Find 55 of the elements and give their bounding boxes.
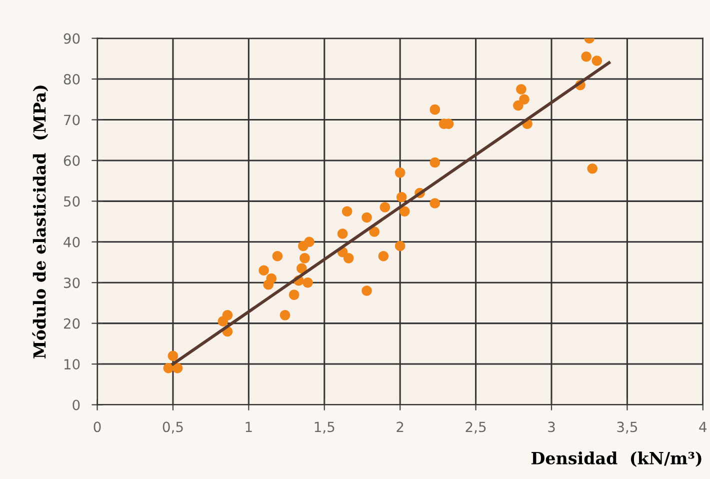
point	[163, 362, 174, 374]
point	[394, 240, 406, 252]
x-tick-label: 1	[246, 422, 252, 432]
point	[302, 277, 313, 288]
y-tick-label: 90	[64, 33, 80, 44]
point	[430, 104, 440, 115]
x-tick-label: 4	[699, 422, 707, 432]
point	[304, 236, 314, 248]
point	[378, 250, 389, 262]
y-tick-label: 70	[64, 114, 80, 126]
y-axis-title: Módulo de elasticidad (MPa)	[32, 86, 48, 358]
x-tick-label: 2	[396, 422, 404, 432]
y-tick-label: 60	[64, 155, 80, 166]
point	[337, 228, 348, 239]
point	[430, 157, 440, 168]
x-tick-label: 3,5	[617, 422, 638, 434]
point	[362, 212, 372, 223]
point	[266, 273, 277, 284]
point	[168, 350, 178, 362]
point	[394, 168, 406, 178]
x-tick-label: 3	[548, 422, 555, 432]
point	[430, 198, 440, 208]
point	[380, 202, 390, 212]
y-tick-label: 30	[64, 278, 80, 288]
point	[369, 226, 380, 237]
point	[272, 250, 283, 262]
point	[172, 362, 183, 374]
point	[396, 192, 407, 202]
y-tick-label: 20	[64, 318, 80, 329]
x-tick-label: 2,5	[466, 422, 486, 434]
point	[343, 253, 354, 264]
point	[519, 94, 530, 105]
point	[288, 290, 300, 300]
y-tick-label: 0	[72, 400, 80, 410]
y-tick-label: 10	[64, 359, 80, 370]
point	[399, 206, 410, 217]
point	[362, 286, 372, 296]
x-tick-label: 1,5	[314, 422, 334, 434]
y-tick-label: 50	[64, 196, 80, 207]
x-tick-label: 0,5	[162, 422, 183, 434]
point	[222, 310, 233, 320]
point	[296, 263, 307, 274]
point	[300, 253, 310, 264]
point	[258, 265, 269, 276]
point	[513, 100, 524, 111]
y-tick-label: 40	[64, 236, 80, 248]
point	[516, 84, 526, 94]
point	[587, 163, 598, 174]
y-tick-label: 80	[64, 74, 80, 85]
point	[280, 310, 290, 320]
point	[592, 56, 602, 66]
point	[342, 206, 352, 217]
x-axis-title: Densidad (kN/m³)	[532, 452, 702, 467]
x-tick-label: 0	[94, 422, 101, 432]
point	[581, 51, 592, 62]
